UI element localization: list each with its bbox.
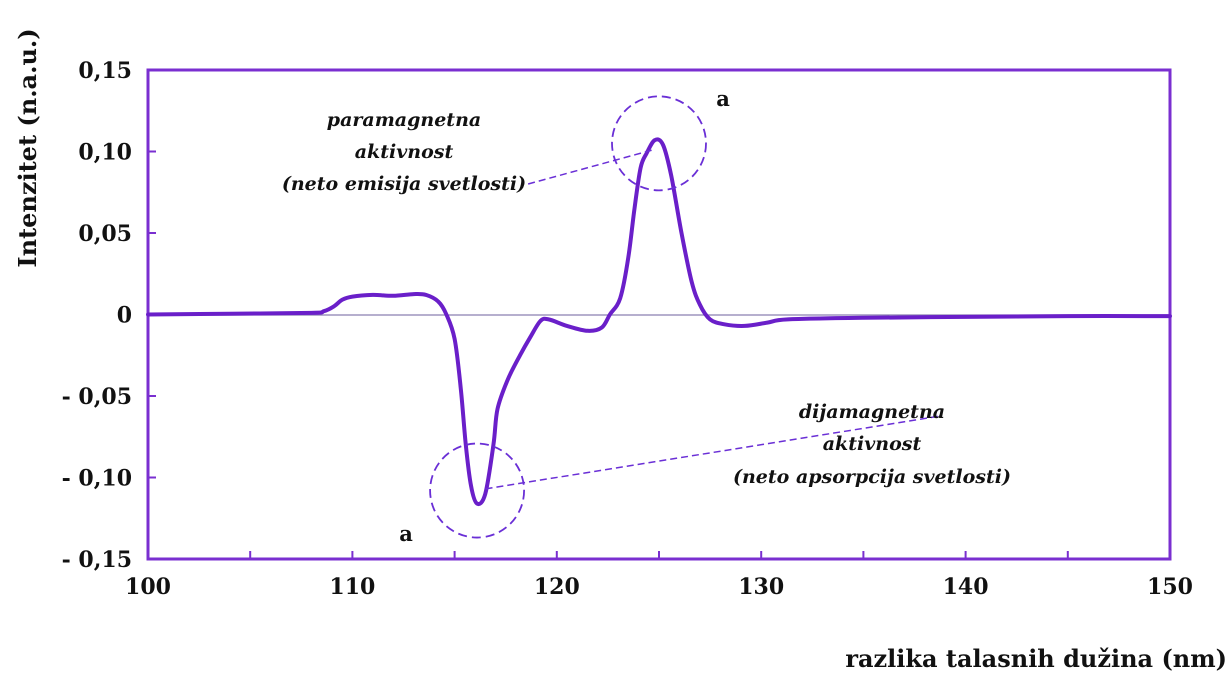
annotation-para-line-2: aktivnost <box>355 141 454 163</box>
annotation-para-line-3: (neto emisija svetlosti) <box>282 173 526 195</box>
annotation-para-line-1: paramagnetna <box>327 109 481 131</box>
x-tick-label: 120 <box>534 574 580 600</box>
x-tick-label: 150 <box>1147 574 1193 600</box>
y-tick-label: - 0,05 <box>62 384 132 410</box>
y-tick-labels: 0,15 0,10 0,05 0 - 0,05 - 0,10 - 0,15 <box>62 58 132 573</box>
x-tick-label: 100 <box>125 574 171 600</box>
annotation-dia-line-1: dijamagnetna <box>799 401 945 423</box>
y-tick-label: 0,05 <box>78 221 132 247</box>
annotation-dia-line-3: (neto apsorpcija svetlosti) <box>733 466 1011 488</box>
annotation-dia-line-2: aktivnost <box>823 433 922 455</box>
x-tick-label: 110 <box>329 574 375 600</box>
y-tick-label: 0,15 <box>78 58 132 84</box>
x-tick-labels: 100 110 120 130 140 150 <box>125 574 1193 600</box>
y-axis-title: Intenzitet (n.a.u.) <box>13 28 42 267</box>
axis-ticks <box>148 69 1069 560</box>
y-tick-label: - 0,15 <box>62 547 132 573</box>
absorption-peak-circle <box>429 442 525 539</box>
emission-peak-circle <box>611 95 707 192</box>
x-axis-title: razlika talasnih dužina (nm) <box>845 644 1227 673</box>
annotations <box>429 95 938 539</box>
y-tick-label: - 0,10 <box>62 466 132 492</box>
peak-label-para: a <box>716 86 730 111</box>
peak-label-dia: a <box>399 521 413 546</box>
emission-pointer-line <box>527 149 654 185</box>
x-tick-label: 140 <box>943 574 989 600</box>
x-tick-label: 130 <box>738 574 784 600</box>
y-tick-label: 0 <box>117 303 132 329</box>
y-tick-label: 0,10 <box>78 140 132 166</box>
spectrum-line <box>146 137 1172 506</box>
